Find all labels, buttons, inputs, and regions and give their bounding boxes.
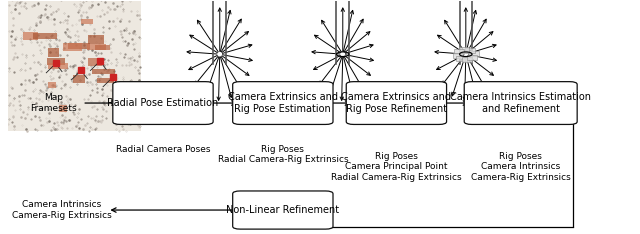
FancyBboxPatch shape (87, 44, 106, 50)
Text: Radial Pose Estimation: Radial Pose Estimation (108, 98, 219, 108)
FancyBboxPatch shape (465, 48, 475, 53)
FancyBboxPatch shape (95, 45, 110, 50)
FancyBboxPatch shape (233, 191, 333, 229)
Text: Camera Extrinsics and
Rig Pose Estimation: Camera Extrinsics and Rig Pose Estimatio… (228, 92, 338, 114)
FancyBboxPatch shape (48, 63, 68, 69)
FancyBboxPatch shape (47, 58, 65, 66)
FancyBboxPatch shape (23, 32, 38, 40)
Text: Camera Extrinsics and
Rig Pose Refinement: Camera Extrinsics and Rig Pose Refinemen… (341, 92, 451, 114)
FancyBboxPatch shape (467, 55, 477, 60)
FancyBboxPatch shape (460, 47, 469, 52)
FancyBboxPatch shape (88, 58, 102, 66)
Text: Map
Framesets: Map Framesets (31, 93, 77, 113)
Text: Rig Poses
Radial Camera-Rig Extrinsics: Rig Poses Radial Camera-Rig Extrinsics (218, 145, 348, 164)
FancyBboxPatch shape (456, 56, 467, 61)
FancyBboxPatch shape (454, 49, 465, 54)
FancyBboxPatch shape (8, 0, 141, 131)
FancyBboxPatch shape (346, 82, 447, 124)
FancyBboxPatch shape (115, 101, 132, 110)
FancyBboxPatch shape (74, 75, 85, 84)
FancyBboxPatch shape (48, 82, 56, 88)
FancyBboxPatch shape (468, 51, 479, 56)
FancyBboxPatch shape (88, 35, 104, 44)
FancyBboxPatch shape (113, 82, 213, 124)
Text: Camera Intrinsics Estimation
and Refinement: Camera Intrinsics Estimation and Refinem… (450, 92, 591, 114)
FancyBboxPatch shape (233, 82, 333, 124)
FancyBboxPatch shape (63, 43, 81, 51)
FancyBboxPatch shape (48, 48, 59, 57)
Text: Rig Poses
Camera Principal Point
Radial Camera-Rig Extrinsics: Rig Poses Camera Principal Point Radial … (331, 152, 461, 182)
FancyBboxPatch shape (464, 82, 577, 124)
FancyBboxPatch shape (453, 53, 463, 58)
FancyBboxPatch shape (33, 33, 58, 39)
FancyBboxPatch shape (60, 105, 67, 112)
Text: Camera Intrinsics
Camera-Rig Extrinsics: Camera Intrinsics Camera-Rig Extrinsics (12, 200, 112, 220)
FancyBboxPatch shape (97, 78, 115, 83)
Text: Rig Poses
Camera Intrinsics
Camera-Rig Extrinsics: Rig Poses Camera Intrinsics Camera-Rig E… (471, 152, 571, 182)
Text: Non-Linear Refinement: Non-Linear Refinement (227, 205, 339, 215)
Text: Radial Camera Poses: Radial Camera Poses (116, 145, 210, 154)
FancyBboxPatch shape (462, 57, 472, 62)
FancyBboxPatch shape (92, 69, 115, 74)
FancyBboxPatch shape (81, 19, 93, 24)
FancyBboxPatch shape (68, 44, 90, 49)
